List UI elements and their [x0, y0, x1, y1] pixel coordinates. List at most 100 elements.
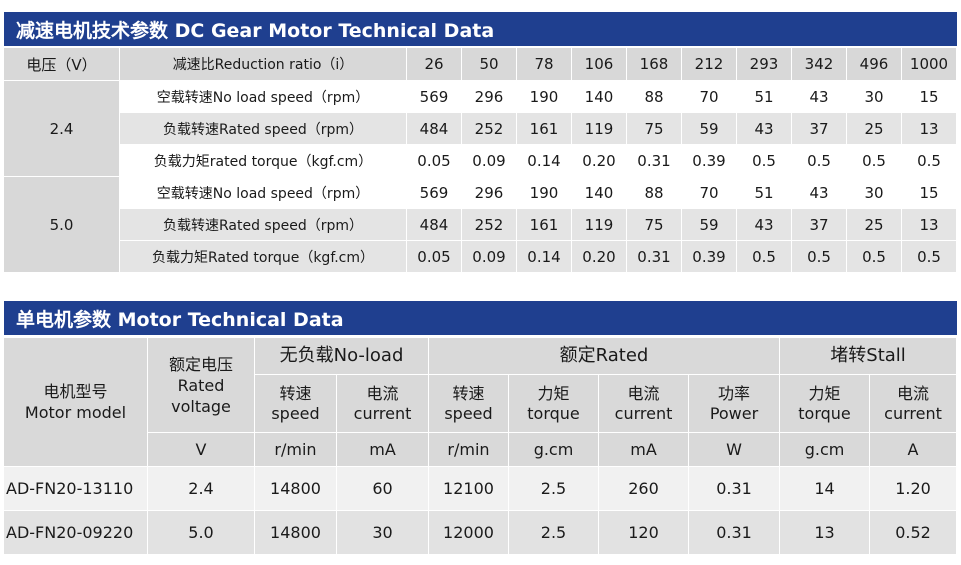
- row-label: 负载转速Rated speed（rpm）: [120, 209, 407, 241]
- value-cell: 37: [792, 209, 847, 241]
- value-cell: 0.39: [682, 145, 737, 177]
- value-cell: 2.5: [509, 511, 599, 555]
- unit-cell: r/min: [429, 433, 509, 467]
- ratio-cell: 212: [682, 48, 737, 81]
- rated-voltage-en: Rated voltage: [171, 375, 231, 416]
- motor-data-table: 电机型号 Motor model 额定电压 Rated voltage 无负载N…: [4, 338, 958, 555]
- value-cell: 14800: [255, 467, 337, 511]
- voltage-header: 电压（V）: [4, 48, 120, 81]
- value-cell: 119: [572, 209, 627, 241]
- rated-voltage-cn: 额定电压: [168, 354, 233, 374]
- value-cell: 190: [517, 81, 572, 113]
- ratio-cell: 26: [407, 48, 462, 81]
- value-cell: 13: [780, 511, 871, 555]
- value-cell: 12100: [429, 467, 509, 511]
- model-cell: AD-FN20-13110: [4, 467, 148, 511]
- value-cell: 190: [517, 177, 572, 209]
- value-cell: 252: [462, 113, 517, 145]
- column-header: 电流 current: [599, 375, 689, 433]
- value-cell: 43: [792, 81, 847, 113]
- gear-section-title: 减速电机技术参数 DC Gear Motor Technical Data: [4, 12, 957, 46]
- ratio-cell: 1000: [902, 48, 957, 81]
- gear-header-row: 电压（V） 减速比Reduction ratio（i） 26 50 78 106…: [4, 48, 957, 81]
- table-row: 负载力矩rated torque（kgf.cm） 0.05 0.09 0.14 …: [4, 145, 957, 177]
- value-cell: 5.0: [148, 511, 255, 555]
- value-cell: 75: [627, 113, 682, 145]
- ratio-cell: 168: [627, 48, 682, 81]
- voltage-cell: 2.4: [4, 81, 120, 177]
- ratio-cell: 496: [847, 48, 902, 81]
- value-cell: 30: [847, 81, 902, 113]
- value-cell: 1.20: [870, 467, 958, 511]
- motor-subheader-row: 转速 speed 电流 current 转速 speed 力矩 torque 电流 cur…: [4, 375, 958, 433]
- value-cell: 260: [599, 467, 689, 511]
- no-load-group-header: 无负载No-load: [255, 338, 429, 375]
- column-header: 电流 current: [337, 375, 429, 433]
- value-cell: 0.5: [847, 145, 902, 177]
- value-cell: 0.20: [572, 145, 627, 177]
- value-cell: 43: [792, 177, 847, 209]
- value-cell: 119: [572, 113, 627, 145]
- value-cell: 13: [902, 113, 957, 145]
- row-label: 负载力矩Rated torque（kgf.cm）: [120, 241, 407, 273]
- value-cell: 0.14: [517, 241, 572, 273]
- value-cell: 37: [792, 113, 847, 145]
- column-header: 转速 speed: [255, 375, 337, 433]
- ratio-cell: 78: [517, 48, 572, 81]
- value-cell: 0.31: [627, 241, 682, 273]
- value-cell: 0.5: [737, 241, 792, 273]
- value-cell: 161: [517, 209, 572, 241]
- table-row: 负载转速Rated speed（rpm） 484 252 161 119 75 …: [4, 209, 957, 241]
- value-cell: 161: [517, 113, 572, 145]
- value-cell: 569: [407, 81, 462, 113]
- value-cell: 120: [599, 511, 689, 555]
- unit-cell: A: [870, 433, 958, 467]
- unit-cell: mA: [599, 433, 689, 467]
- unit-cell: W: [689, 433, 781, 467]
- value-cell: 30: [847, 177, 902, 209]
- table-row: 5.0 空载转速No load speed（rpm） 569 296 190 1…: [4, 177, 957, 273]
- ratio-cell: 106: [572, 48, 627, 81]
- row-label: 空载转速No load speed（rpm）: [120, 81, 407, 113]
- model-header-en: Motor model: [24, 403, 127, 422]
- value-cell: 0.5: [847, 241, 902, 273]
- value-cell: 15: [902, 81, 957, 113]
- value-cell: 43: [737, 113, 792, 145]
- value-cell: 0.5: [737, 145, 792, 177]
- value-cell: 15: [902, 177, 957, 209]
- value-cell: 0.5: [902, 145, 957, 177]
- value-cell: 0.5: [792, 145, 847, 177]
- ratio-cell: 50: [462, 48, 517, 81]
- value-cell: 2.5: [509, 467, 599, 511]
- model-cell: AD-FN20-09220: [4, 511, 148, 555]
- value-cell: 88: [627, 81, 682, 113]
- value-cell: 0.09: [462, 145, 517, 177]
- value-cell: 0.39: [682, 241, 737, 273]
- unit-cell: mA: [337, 433, 429, 467]
- ratio-cell: 342: [792, 48, 847, 81]
- table-row: 负载转速Rated speed（rpm） 484 252 161 119 75 …: [4, 113, 957, 145]
- value-cell: 252: [462, 209, 517, 241]
- voltage-cell: 5.0: [4, 177, 120, 273]
- value-cell: 140: [572, 81, 627, 113]
- value-cell: 0.20: [572, 241, 627, 273]
- ratio-header: 减速比Reduction ratio（i）: [120, 48, 407, 81]
- value-cell: 88: [627, 177, 682, 209]
- value-cell: 14800: [255, 511, 337, 555]
- model-header-cn: 电机型号: [43, 382, 108, 401]
- value-cell: 30: [337, 511, 429, 555]
- value-cell: 51: [737, 81, 792, 113]
- unit-cell: V: [148, 433, 255, 467]
- unit-cell: r/min: [255, 433, 337, 467]
- value-cell: 59: [682, 113, 737, 145]
- value-cell: 140: [572, 177, 627, 209]
- value-cell: 25: [847, 209, 902, 241]
- motor-header-row: 电机型号 Motor model 额定电压 Rated voltage 无负载N…: [4, 338, 958, 467]
- rated-voltage-header: 额定电压 Rated voltage: [148, 338, 255, 433]
- table-row: 负载力矩Rated torque（kgf.cm） 0.05 0.09 0.14 …: [4, 241, 957, 273]
- value-cell: 70: [682, 177, 737, 209]
- table-row: 2.4 空载转速No load speed（rpm） 569 296 190 1…: [4, 81, 957, 177]
- value-cell: 296: [462, 81, 517, 113]
- value-cell: 51: [737, 177, 792, 209]
- value-cell: 0.05: [407, 145, 462, 177]
